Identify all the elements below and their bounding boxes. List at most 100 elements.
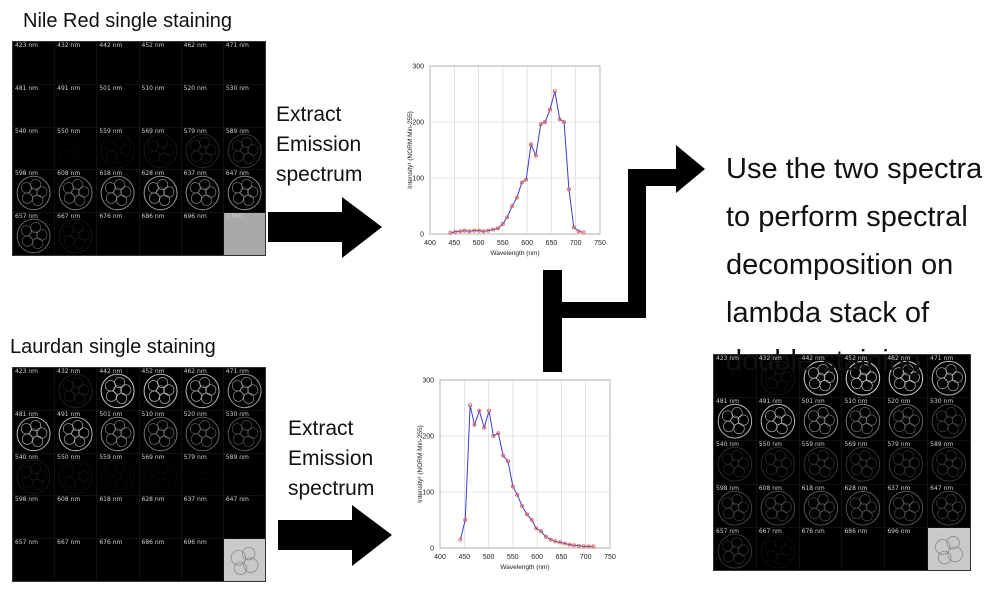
cell-cluster-image — [888, 403, 924, 439]
x-tick-label: 500 — [483, 554, 495, 561]
stack-tile: 462 nm — [181, 368, 223, 410]
stack-tile: 540 nm — [13, 127, 55, 170]
tile-wavelength-label: 550 nm — [57, 127, 81, 135]
spectrum-point — [524, 177, 529, 182]
stack-tile: 471 nm — [928, 355, 970, 398]
stack-tile: 432 nm — [756, 355, 799, 398]
tile-wavelength-label: 569 nm — [844, 441, 868, 449]
cell-cluster-image — [16, 373, 51, 409]
tile-wavelength-label: 501 nm — [801, 398, 825, 406]
tile-wavelength-label: 550 nm — [57, 453, 81, 461]
stack-tile: 491 nm — [756, 398, 799, 441]
cell-cluster-image — [58, 176, 93, 211]
stack-tile: 696 nm — [181, 539, 223, 581]
y-axis-label: Intensity¹ (NORM Min-255) — [417, 425, 424, 503]
tile-wavelength-label: 471 nm — [930, 355, 954, 362]
x-tick-label: 450 — [458, 554, 470, 561]
spectrum-point — [557, 540, 562, 545]
stack-tile: 676 nm — [799, 527, 842, 570]
tile-wavelength-label: 579 nm — [183, 127, 207, 135]
spectrum-point — [491, 434, 496, 439]
cell-cluster-image — [846, 447, 881, 483]
cell-cluster-image — [846, 360, 881, 396]
spectrum-point — [463, 517, 468, 522]
cell-cluster-image — [185, 416, 220, 452]
stack-tile: 432 nm — [55, 42, 97, 84]
tile-wavelength-label: 491 nm — [758, 398, 782, 406]
tile-wavelength-label: 540 nm — [15, 127, 39, 135]
stack-tile: 579 nm — [885, 441, 928, 484]
tile-wavelength-label: 510 nm — [141, 84, 165, 92]
cell-cluster-image — [100, 373, 135, 409]
stack-tile: 696 nm — [885, 527, 928, 570]
stack-tile: 618 nm — [97, 496, 139, 539]
spectrum-point — [482, 425, 487, 430]
stack-tile: 647 nm — [223, 496, 265, 539]
tile-wavelength-label: 442 nm — [99, 368, 123, 375]
stack-tile: 491 nm — [55, 84, 97, 127]
tile-wavelength-label: 452 nm — [141, 42, 165, 49]
tile-wavelength-label: 696 nm — [183, 539, 207, 547]
tile-wavelength-label: 676 nm — [801, 527, 825, 535]
nile-red-spectrum-svg: 400 450 500 550 600 650 700 750 0 100 200 300 Wavele… — [407, 64, 606, 258]
arrow-extract-bottom — [278, 505, 392, 566]
stack-tile: 540 nm — [714, 441, 756, 484]
cell-cluster-image — [143, 176, 178, 211]
spectrum-point — [458, 229, 463, 234]
tile-wavelength-label: 491 nm — [57, 410, 81, 418]
cell-cluster-image — [16, 416, 51, 452]
tile-wavelength-label: T PMT — [225, 213, 244, 221]
spectrum-point — [487, 408, 492, 413]
stack-tile: T PMT — [223, 539, 265, 581]
spectrum-point — [543, 534, 548, 539]
spectrum-point — [591, 544, 596, 549]
spectrum-point — [539, 529, 544, 534]
x-tick-label: 750 — [594, 240, 606, 247]
x-tick-label: 450 — [448, 240, 460, 247]
stack-tile: 676 nm — [97, 213, 139, 255]
spectrum-point — [501, 453, 506, 458]
cell-cluster-image — [185, 133, 220, 168]
spectrum-point — [552, 89, 557, 94]
nile-red-title: Nile Red single staining — [23, 10, 233, 32]
tile-wavelength-label: 637 nm — [183, 496, 207, 504]
y-tick-label: 200 — [412, 120, 424, 127]
tile-wavelength-label: 452 nm — [141, 368, 165, 375]
cell-cluster-image — [931, 360, 967, 396]
stack-tile: 530 nm — [223, 410, 265, 453]
spectrum-point — [548, 537, 553, 542]
decompose-line-1: Use the two spectra — [726, 153, 983, 185]
x-tick-label: 650 — [546, 240, 558, 247]
cell-cluster-image — [846, 490, 881, 526]
tile-wavelength-label: 540 nm — [15, 453, 39, 461]
cell-cluster-image — [16, 176, 51, 211]
tile-wavelength-label: 618 nm — [801, 484, 825, 492]
tile-wavelength-label: 432 nm — [758, 355, 782, 362]
cell-cluster-image — [717, 533, 753, 569]
y-tick-label: 100 — [412, 176, 424, 183]
y-tick-label: 0 — [420, 232, 424, 239]
cell-cluster-image — [185, 176, 220, 211]
spectrum-point — [547, 107, 552, 112]
stack-tile: 569 nm — [139, 453, 181, 496]
spectrum-point — [481, 229, 486, 234]
cell-cluster-image — [760, 490, 795, 526]
stack-tile: 686 nm — [139, 213, 181, 255]
tile-wavelength-label: 462 nm — [183, 42, 207, 49]
stack-tile: 667 nm — [756, 527, 799, 570]
spectrum-point — [448, 230, 453, 235]
stack-tile: 462 nm — [181, 42, 223, 84]
laurdan-lambda-stack: 423 nm 432 nm 442 nm 452 nm 462 nm 471 nm 481 … — [12, 367, 266, 582]
stack-tile: 608 nm — [55, 496, 97, 539]
tile-wavelength-label: 589 nm — [225, 453, 249, 461]
stack-tile: 589 nm — [928, 441, 970, 484]
spectrum-point — [576, 229, 581, 234]
x-tick-label: 400 — [424, 240, 436, 247]
stack-tile: 530 nm — [928, 398, 970, 441]
spectrum-point — [496, 226, 501, 231]
stack-tile: 628 nm — [139, 496, 181, 539]
cell-cluster-image — [100, 133, 135, 168]
tile-wavelength-label: 520 nm — [887, 398, 911, 406]
cell-cluster-image — [717, 403, 753, 439]
